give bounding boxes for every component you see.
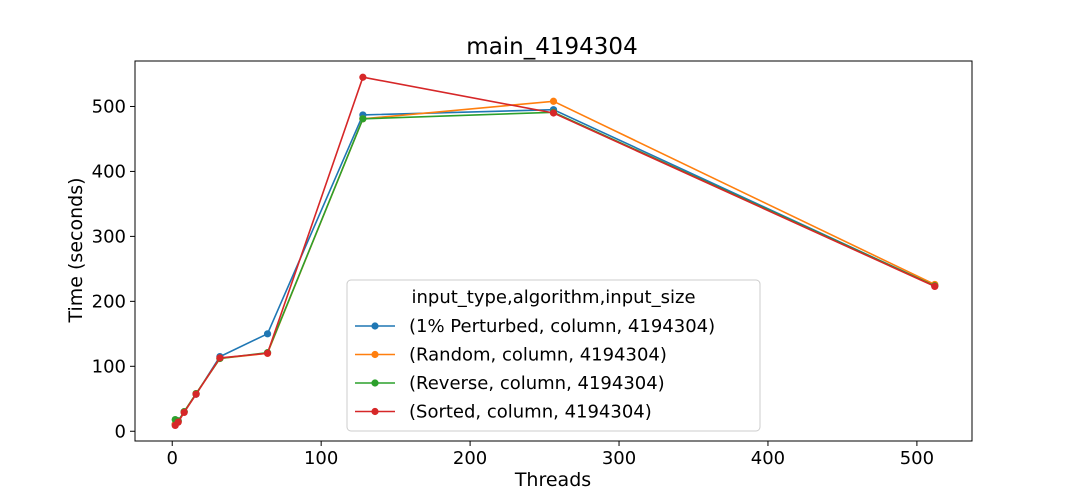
data-point xyxy=(931,282,939,291)
x-tick-label: 300 xyxy=(602,448,636,469)
legend: input_type,algorithm,input_size (1% Pert… xyxy=(346,279,761,432)
legend-label: (Sorted, column, 4194304) xyxy=(409,402,652,423)
y-tick-label: 200 xyxy=(92,291,126,312)
data-point xyxy=(549,109,558,117)
legend-label: (Random, column, 4194304) xyxy=(409,345,667,366)
plot-area: 0 100 200 300 400 500 0 100 200 300 400 500 xyxy=(92,60,973,469)
x-tick-label: 100 xyxy=(304,448,338,469)
legend-box xyxy=(346,279,761,432)
legend-swatch-marker xyxy=(371,322,379,330)
data-point xyxy=(192,390,200,398)
y-axis: 0 100 200 300 400 500 xyxy=(92,96,135,442)
data-point xyxy=(549,97,558,105)
series-3 xyxy=(171,73,939,430)
legend-title: input_type,algorithm,input_size xyxy=(411,287,695,308)
plot-frame xyxy=(134,60,973,442)
x-tick-label: 200 xyxy=(453,448,487,469)
y-tick-label: 400 xyxy=(92,161,126,182)
legend-entry: (Sorted, column, 4194304) xyxy=(355,402,652,423)
chart-title: main_4194304 xyxy=(466,34,637,60)
legend-label: (1% Perturbed, column, 4194304) xyxy=(409,316,715,337)
legend-entry: (Reverse, column, 4194304) xyxy=(355,373,665,394)
legend-label: (Reverse, column, 4194304) xyxy=(409,373,665,394)
y-tick-label: 500 xyxy=(92,96,126,117)
y-tick-label: 100 xyxy=(92,356,126,377)
x-tick-label: 0 xyxy=(167,448,178,469)
x-axis: 0 100 200 300 400 500 xyxy=(167,441,934,469)
legend-entry: (1% Perturbed, column, 4194304) xyxy=(355,316,715,337)
legend-swatch-marker xyxy=(371,379,379,387)
x-tick-label: 500 xyxy=(900,448,934,469)
series-layer xyxy=(171,73,939,430)
legend-entry: (Random, column, 4194304) xyxy=(355,345,667,366)
x-tick-label: 400 xyxy=(751,448,785,469)
data-point xyxy=(263,349,272,357)
y-tick-label: 300 xyxy=(92,226,126,247)
data-point xyxy=(263,330,272,338)
data-point xyxy=(216,354,224,362)
data-point xyxy=(359,115,367,123)
data-point xyxy=(180,408,188,417)
y-tick-label: 0 xyxy=(115,421,126,442)
data-point xyxy=(359,73,367,81)
data-point xyxy=(174,418,182,426)
y-axis-label: Time (seconds) xyxy=(65,177,87,323)
legend-swatch-marker xyxy=(371,350,379,359)
legend-entries: (1% Perturbed, column, 4194304) (Random, … xyxy=(355,316,715,423)
legend-swatch-marker xyxy=(371,407,379,416)
x-axis-label: Threads xyxy=(514,469,591,491)
